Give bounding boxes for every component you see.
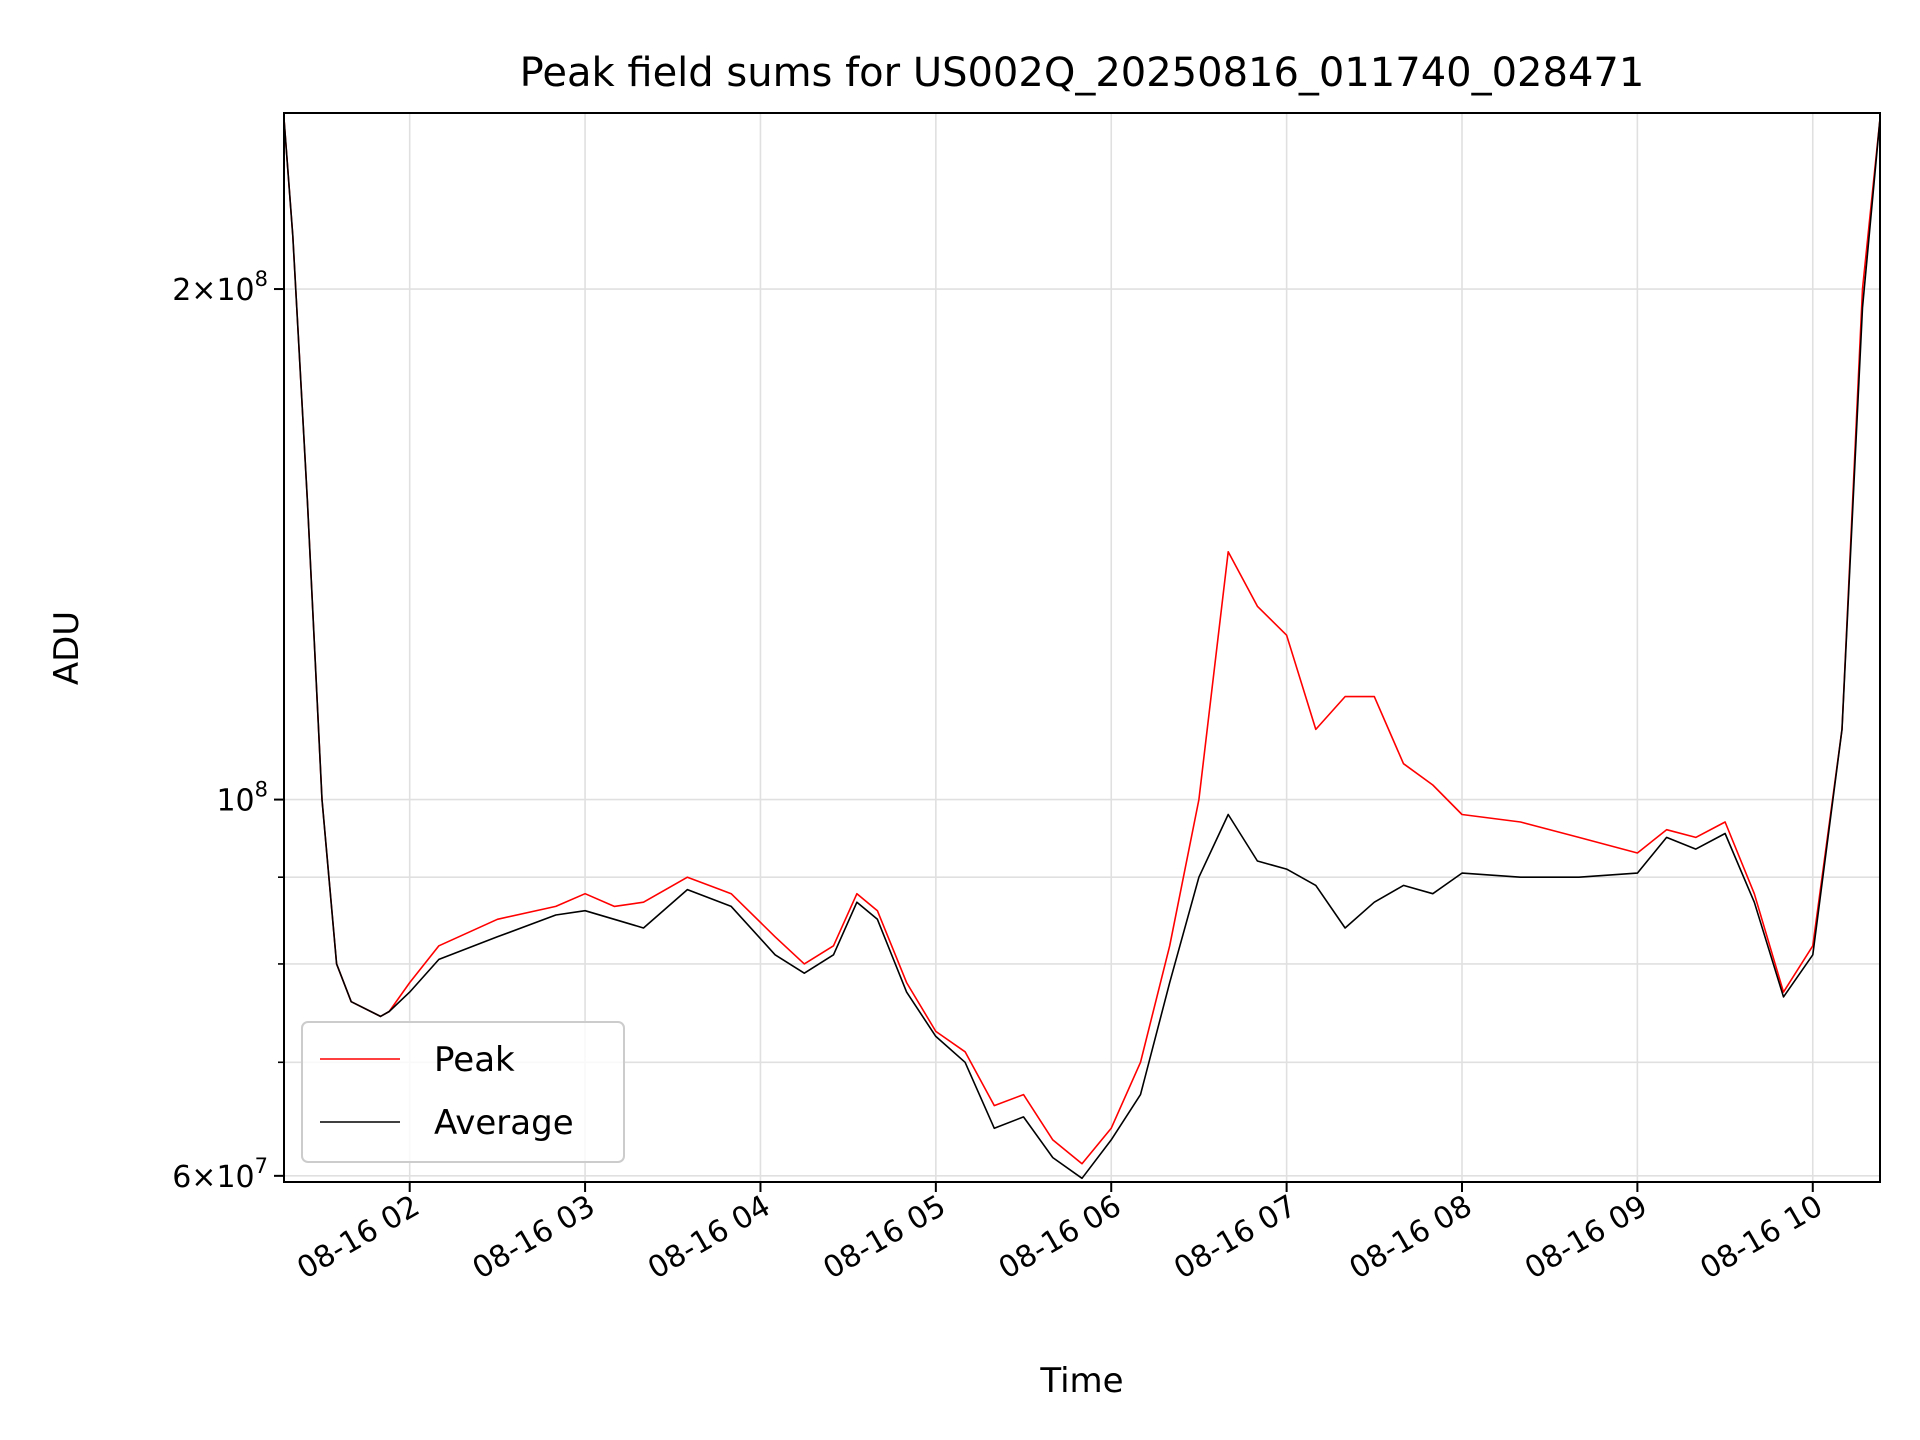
y-tick-label: 108 [216,778,268,819]
series-line-average [284,118,1880,1180]
chart-title: Peak field sums for US002Q_20250816_0117… [520,50,1645,96]
legend-label-peak: Peak [434,1040,515,1080]
legend-label-average: Average [434,1103,574,1143]
x-axis-label: Time [1039,1361,1123,1401]
plot-frame [283,112,1881,1183]
grid [284,113,1880,1182]
y-tick-label: 6×107 [172,1154,268,1195]
series-line-peak [284,118,1880,1165]
legend: Peak Average [301,1021,625,1163]
y-axis: 6×107 108 2×108 [172,267,284,1195]
y-tick-label: 2×108 [172,267,268,308]
y-axis-label: ADU [47,611,87,685]
legend-box [301,1021,625,1163]
